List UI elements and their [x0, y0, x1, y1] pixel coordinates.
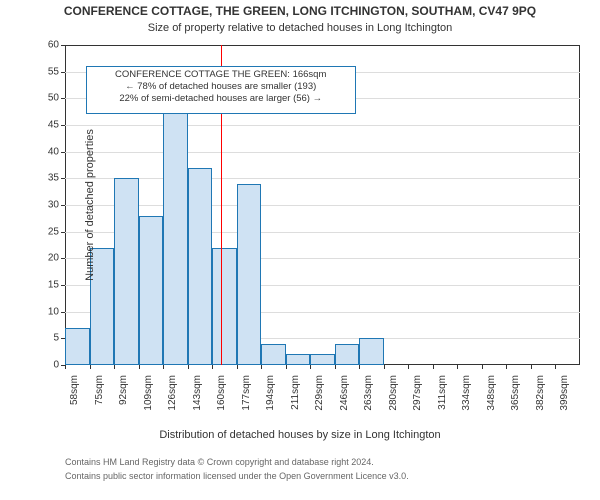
xtick-label: 334sqm	[461, 371, 472, 411]
xtick-mark	[188, 365, 189, 369]
xtick-mark	[261, 365, 262, 369]
histogram-bar	[114, 178, 139, 365]
xtick-mark	[237, 365, 238, 369]
ytick-label: 15	[48, 280, 65, 291]
xtick-mark	[433, 365, 434, 369]
xtick-mark	[65, 365, 66, 369]
histogram-bar	[359, 338, 384, 365]
histogram-bar	[286, 354, 311, 365]
xtick-label: 58sqm	[69, 371, 80, 405]
gridline	[65, 125, 580, 126]
xtick-mark	[408, 365, 409, 369]
plot-area: 05101520253035404550556058sqm75sqm92sqm1…	[65, 45, 580, 365]
xtick-mark	[335, 365, 336, 369]
chart-subtitle: Size of property relative to detached ho…	[0, 22, 600, 34]
ytick-label: 5	[53, 333, 65, 344]
xtick-mark	[482, 365, 483, 369]
histogram-bar	[188, 168, 213, 365]
xtick-mark	[457, 365, 458, 369]
xtick-mark	[310, 365, 311, 369]
xtick-mark	[114, 365, 115, 369]
histogram-bar	[139, 216, 164, 365]
xtick-label: 92sqm	[118, 371, 129, 405]
xtick-mark	[384, 365, 385, 369]
histogram-bar	[65, 328, 90, 365]
gridline	[65, 152, 580, 153]
histogram-bar	[310, 354, 335, 365]
xtick-label: 126sqm	[167, 371, 178, 411]
xtick-mark	[555, 365, 556, 369]
annotation-line: 22% of semi-detached houses are larger (…	[91, 93, 351, 105]
xtick-label: 399sqm	[559, 371, 570, 411]
xtick-label: 109sqm	[143, 371, 154, 411]
xtick-mark	[212, 365, 213, 369]
xtick-label: 297sqm	[412, 371, 423, 411]
xtick-label: 365sqm	[510, 371, 521, 411]
xtick-label: 229sqm	[314, 371, 325, 411]
xtick-mark	[163, 365, 164, 369]
ytick-label: 25	[48, 226, 65, 237]
xtick-mark	[531, 365, 532, 369]
xtick-label: 246sqm	[339, 371, 350, 411]
footnote-1: Contains HM Land Registry data © Crown c…	[65, 457, 600, 467]
chart-title: CONFERENCE COTTAGE, THE GREEN, LONG ITCH…	[0, 4, 600, 18]
ytick-label: 35	[48, 173, 65, 184]
ytick-label: 30	[48, 200, 65, 211]
xtick-label: 263sqm	[363, 371, 374, 411]
ytick-label: 10	[48, 306, 65, 317]
annotation-line: CONFERENCE COTTAGE THE GREEN: 166sqm	[91, 69, 351, 81]
xtick-mark	[359, 365, 360, 369]
histogram-bar	[237, 184, 262, 365]
ytick-label: 55	[48, 66, 65, 77]
xtick-mark	[506, 365, 507, 369]
gridline	[65, 205, 580, 206]
x-axis-label: Distribution of detached houses by size …	[0, 429, 600, 441]
xtick-mark	[139, 365, 140, 369]
xtick-label: 177sqm	[241, 371, 252, 411]
xtick-label: 211sqm	[290, 371, 301, 410]
histogram-bar	[261, 344, 286, 365]
ytick-label: 45	[48, 120, 65, 131]
xtick-label: 194sqm	[265, 371, 276, 411]
xtick-label: 160sqm	[216, 371, 227, 411]
xtick-label: 348sqm	[486, 371, 497, 411]
xtick-mark	[90, 365, 91, 369]
figure: CONFERENCE COTTAGE, THE GREEN, LONG ITCH…	[0, 0, 600, 500]
ytick-label: 40	[48, 146, 65, 157]
ytick-label: 0	[53, 360, 65, 371]
xtick-label: 75sqm	[94, 371, 105, 405]
xtick-mark	[286, 365, 287, 369]
ytick-label: 60	[48, 40, 65, 51]
histogram-bar	[163, 104, 188, 365]
histogram-bar	[212, 248, 237, 365]
ytick-label: 50	[48, 93, 65, 104]
y-axis-label: Number of detached properties	[84, 129, 96, 281]
xtick-label: 280sqm	[388, 371, 399, 411]
annotation-box: CONFERENCE COTTAGE THE GREEN: 166sqm← 78…	[86, 66, 356, 114]
footnote-2: Contains public sector information licen…	[65, 471, 600, 481]
gridline	[65, 178, 580, 179]
xtick-label: 143sqm	[192, 371, 203, 411]
histogram-bar	[335, 344, 360, 365]
ytick-label: 20	[48, 253, 65, 264]
annotation-line: ← 78% of detached houses are smaller (19…	[91, 81, 351, 93]
xtick-label: 311sqm	[437, 371, 448, 410]
xtick-label: 382sqm	[535, 371, 546, 411]
